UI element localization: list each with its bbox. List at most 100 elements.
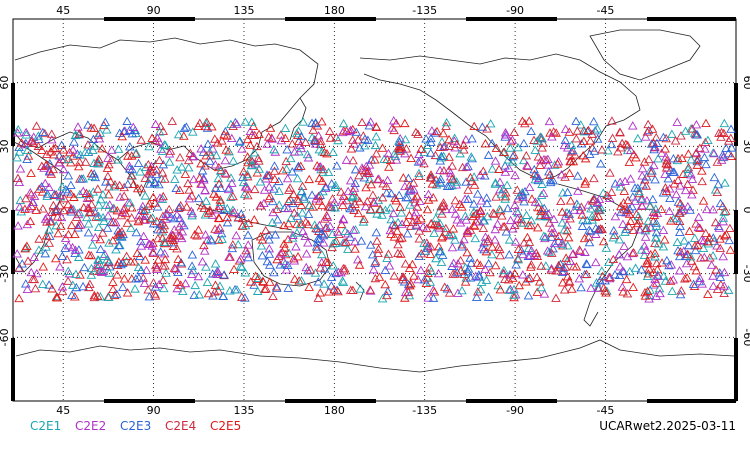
observation-marker bbox=[450, 235, 460, 244]
observation-marker bbox=[405, 200, 415, 209]
observation-marker bbox=[505, 284, 516, 294]
observation-marker bbox=[126, 257, 136, 266]
observation-marker bbox=[315, 263, 326, 272]
observation-marker bbox=[303, 238, 313, 247]
observation-marker bbox=[264, 230, 274, 239]
observation-marker bbox=[19, 139, 30, 149]
observation-marker bbox=[670, 136, 681, 145]
observation-marker bbox=[519, 196, 529, 206]
observation-marker bbox=[501, 227, 512, 236]
observation-marker bbox=[343, 244, 353, 253]
observation-marker bbox=[621, 224, 631, 233]
observation-marker bbox=[512, 214, 523, 223]
observation-marker bbox=[301, 262, 312, 272]
observation-marker bbox=[333, 286, 343, 296]
observation-marker bbox=[419, 158, 429, 168]
observation-marker bbox=[109, 290, 120, 300]
observation-marker bbox=[131, 274, 141, 283]
observation-marker bbox=[576, 202, 587, 211]
observation-marker bbox=[428, 293, 439, 302]
observation-marker bbox=[355, 284, 366, 293]
observation-marker bbox=[431, 253, 441, 263]
observation-marker bbox=[680, 274, 690, 283]
observation-marker bbox=[392, 226, 402, 235]
observation-marker bbox=[687, 174, 698, 183]
observation-marker bbox=[447, 204, 458, 213]
observation-marker bbox=[493, 280, 503, 290]
observation-marker bbox=[237, 262, 247, 271]
observation-marker bbox=[75, 150, 86, 159]
observation-marker bbox=[438, 198, 449, 207]
observation-marker bbox=[650, 252, 660, 261]
observation-marker bbox=[140, 215, 150, 224]
observation-marker bbox=[114, 180, 125, 190]
observation-marker bbox=[487, 138, 497, 148]
bottom-lon-label: -135 bbox=[412, 404, 437, 417]
observation-marker bbox=[326, 178, 337, 188]
observation-marker bbox=[518, 218, 529, 227]
observation-marker bbox=[637, 171, 647, 180]
observation-marker bbox=[543, 154, 553, 163]
observation-marker bbox=[618, 219, 628, 228]
observation-marker bbox=[146, 167, 157, 176]
observation-marker bbox=[199, 246, 210, 255]
observation-marker bbox=[656, 148, 667, 157]
observation-marker bbox=[278, 166, 288, 175]
right-lat-label: -60 bbox=[741, 328, 750, 346]
observation-marker bbox=[447, 174, 458, 183]
observation-marker bbox=[541, 261, 551, 270]
observation-marker bbox=[84, 250, 94, 259]
observation-marker bbox=[548, 127, 559, 136]
observation-marker bbox=[208, 144, 218, 153]
observation-marker bbox=[419, 238, 429, 248]
observation-marker bbox=[275, 249, 286, 258]
observation-marker bbox=[97, 144, 107, 153]
observation-marker bbox=[676, 286, 687, 295]
observation-marker bbox=[310, 135, 321, 145]
observation-marker bbox=[14, 202, 25, 211]
observation-marker bbox=[468, 211, 478, 221]
observation-marker bbox=[227, 178, 237, 187]
observation-marker bbox=[136, 236, 146, 246]
observation-marker bbox=[418, 222, 428, 231]
observation-marker bbox=[348, 155, 358, 165]
observation-marker bbox=[32, 268, 42, 278]
observation-marker bbox=[365, 240, 376, 249]
observation-marker bbox=[457, 240, 468, 249]
observation-marker bbox=[265, 277, 275, 286]
observation-marker bbox=[264, 182, 275, 191]
observation-marker bbox=[447, 242, 458, 252]
observation-marker bbox=[272, 204, 282, 213]
observation-marker bbox=[269, 166, 280, 175]
observation-marker bbox=[381, 290, 392, 300]
observation-marker bbox=[625, 145, 636, 154]
observation-marker bbox=[13, 221, 23, 230]
observation-marker bbox=[568, 261, 579, 271]
observation-marker bbox=[519, 138, 529, 148]
observation-marker bbox=[708, 204, 718, 214]
observation-marker bbox=[122, 288, 133, 297]
observation-marker bbox=[215, 166, 226, 175]
observation-marker bbox=[196, 158, 206, 168]
observation-marker bbox=[404, 210, 415, 220]
observation-marker bbox=[558, 263, 569, 272]
observation-marker bbox=[177, 227, 188, 236]
observation-marker bbox=[628, 192, 638, 201]
observation-marker bbox=[615, 261, 625, 271]
observation-marker bbox=[264, 244, 275, 253]
observation-marker bbox=[178, 286, 188, 295]
observation-marker bbox=[709, 148, 719, 158]
observation-marker bbox=[189, 290, 199, 299]
top-lon-label: -135 bbox=[412, 4, 437, 17]
observation-marker bbox=[726, 151, 737, 161]
observation-marker bbox=[696, 253, 706, 262]
observation-marker bbox=[661, 186, 672, 196]
observation-marker bbox=[318, 238, 329, 247]
observation-marker bbox=[483, 292, 494, 301]
observation-marker bbox=[653, 239, 664, 248]
observation-marker bbox=[624, 209, 635, 218]
observation-marker bbox=[164, 157, 175, 166]
observation-marker bbox=[69, 192, 79, 201]
observation-marker bbox=[717, 201, 728, 210]
observation-marker bbox=[472, 189, 483, 198]
